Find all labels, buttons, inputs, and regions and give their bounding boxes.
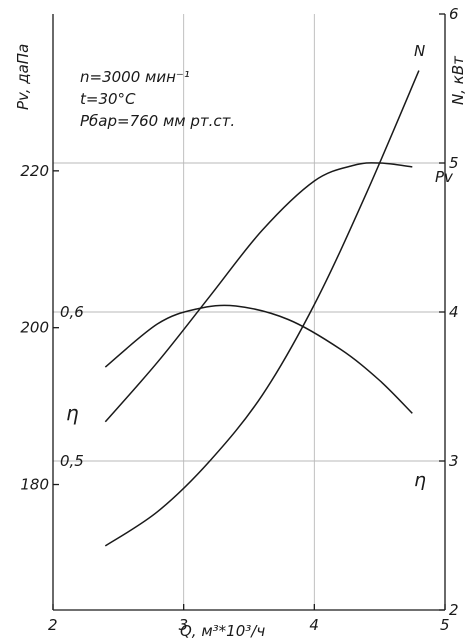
right-tick-label: 2 — [449, 601, 459, 619]
series-label-pv: Pv — [435, 168, 454, 186]
x-tick-label: 4 — [309, 616, 319, 634]
x-tick-label: 2 — [48, 616, 58, 634]
series-label-eta: η — [414, 469, 426, 491]
condition-speed: n=3000 мин⁻¹ — [80, 68, 190, 86]
x-tick-label: 5 — [440, 616, 450, 634]
condition-temperature: t=30°C — [80, 90, 136, 108]
eta-tick-label: 0,5 — [60, 452, 84, 470]
left-tick-label: 180 — [20, 476, 49, 494]
x-axis-label: Q, м³*10³/ч — [180, 622, 265, 640]
x-tick-label: 3 — [179, 616, 189, 634]
condition-pressure: Pбар=760 мм рт.ст. — [80, 112, 235, 130]
eta-tick-label: 0,6 — [60, 303, 84, 321]
series-line-pv — [104, 162, 413, 423]
eta-axis-label: η — [66, 401, 79, 425]
left-tick-label: 200 — [20, 319, 49, 337]
series-line-eta — [104, 304, 413, 414]
series-line-n — [104, 70, 420, 547]
right-tick-label: 5 — [449, 154, 459, 172]
right-tick-label: 6 — [449, 5, 459, 23]
right-axis-label: N, кВт — [449, 55, 465, 105]
series-label-n: N — [414, 42, 425, 60]
left-tick-label: 220 — [20, 162, 49, 180]
left-axis-label: Pv, даПа — [14, 44, 32, 110]
right-tick-label: 4 — [449, 303, 459, 321]
curves — [104, 70, 420, 547]
right-tick-label: 3 — [449, 452, 459, 470]
